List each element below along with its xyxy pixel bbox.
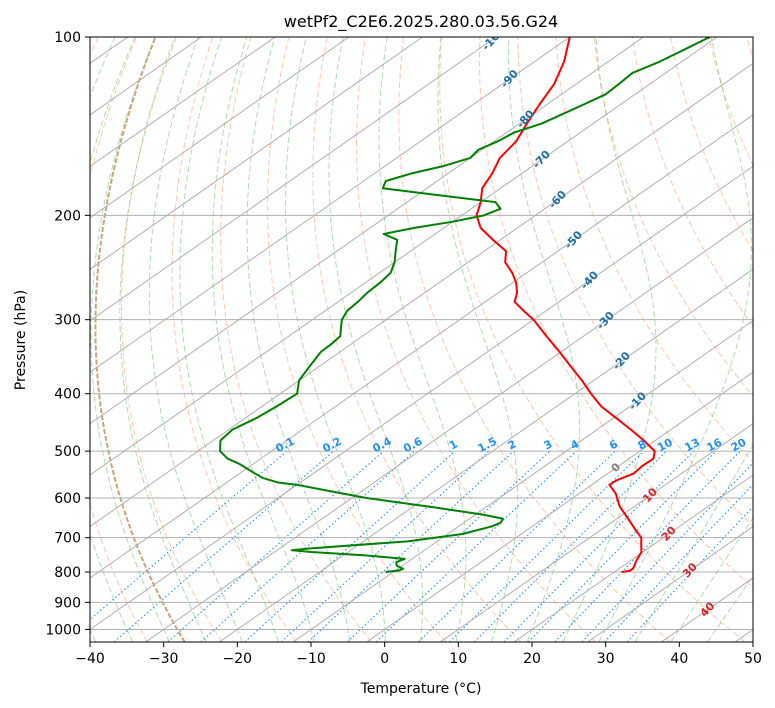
moist-adiabat-line <box>119 37 207 642</box>
mixing-ratio-label: 13 <box>682 436 702 455</box>
mixing-ratio-line <box>603 483 753 642</box>
y-tick-label: 300 <box>54 313 81 329</box>
moist-adiabat-line <box>507 37 581 642</box>
y-tick-label: 200 <box>54 208 81 224</box>
isotherm-line <box>90 37 644 425</box>
moist-adiabat-line <box>437 37 518 642</box>
mixing-ratio-label: 10 <box>655 436 675 455</box>
isotherm-line <box>90 37 718 476</box>
isotherm-line <box>219 268 753 642</box>
ccl-arc <box>94 37 186 642</box>
dry-adiabat-line <box>312 37 522 642</box>
dry-adiabat-line <box>267 37 447 642</box>
moist-adiabat-line <box>179 37 279 642</box>
y-tick-label: 400 <box>54 387 81 403</box>
x-axis-title: Temperature (°C) <box>360 681 482 697</box>
dry-adiabat-line <box>478 37 753 589</box>
x-axis: −40 −30 −20 −10 0 10 20 30 40 50 <box>75 642 762 667</box>
moist-adiabat-line <box>634 443 753 642</box>
isotherm-line <box>366 371 753 642</box>
dry-adiabat-line <box>631 37 753 328</box>
x-tick-label: −30 <box>149 651 179 667</box>
moist-adiabat-line <box>90 37 170 642</box>
mixing-ratio-line <box>473 450 667 642</box>
mixing-ratio-label: 20 <box>729 436 749 455</box>
mixing-ratio-line <box>554 450 741 642</box>
sounding-series <box>219 37 711 574</box>
y-tick-label: 600 <box>54 491 81 507</box>
moist-adiabat-line <box>670 516 753 642</box>
isobar-gridlines <box>90 37 753 630</box>
dry-adiabat-line <box>398 37 671 642</box>
dry-adiabat-line <box>517 37 753 527</box>
y-tick-label: 900 <box>54 595 81 611</box>
moist-adiabat-line <box>246 37 351 642</box>
moist-adiabat-line <box>378 37 467 642</box>
dry-adiabat-line <box>356 37 596 642</box>
moist-adiabat-line <box>148 37 243 642</box>
isotherm-line <box>440 422 753 642</box>
isotherm-line <box>90 37 423 270</box>
dewpoint-line <box>219 37 711 574</box>
x-tick-label: 50 <box>744 651 762 667</box>
reference-adiabat <box>94 37 186 642</box>
y-tick-label: 100 <box>54 30 81 46</box>
dry-adiabat-line <box>90 37 148 642</box>
x-tick-label: −20 <box>223 651 253 667</box>
mixing-ratio-line <box>200 450 415 642</box>
dry-adiabat-line <box>120 37 223 642</box>
x-tick-label: −40 <box>75 651 105 667</box>
x-tick-label: 30 <box>597 651 615 667</box>
isotherm-line <box>90 165 753 631</box>
mixing-ratio-label: 16 <box>705 436 725 455</box>
y-axis: 100 200 300 400 500 600 700 800 900 1000 <box>45 30 90 638</box>
isotherm-line <box>90 37 571 373</box>
y-tick-label: 700 <box>54 531 81 547</box>
mixing-ratio-line <box>527 450 717 642</box>
mixing-ratio-line <box>90 450 288 621</box>
mixing-ratio-line <box>346 450 551 642</box>
moist-adiabat-line <box>90 37 136 642</box>
x-tick-label: 20 <box>523 651 541 667</box>
x-tick-label: 0 <box>380 651 389 667</box>
isotherm-line <box>587 525 753 642</box>
isotherm-gridlines <box>90 37 753 642</box>
isotherm-line <box>145 217 753 642</box>
mixing-ratio-line <box>307 450 515 642</box>
dry-adiabat-line <box>593 37 753 397</box>
plot-frame <box>89 36 754 643</box>
isotherm-line <box>90 62 753 528</box>
isotherm-line <box>292 320 753 642</box>
y-tick-label: 500 <box>54 444 81 460</box>
temperature-line <box>475 37 656 574</box>
moist-adiabat-line <box>328 37 423 642</box>
isotherm-line <box>90 37 276 167</box>
moist-adiabats <box>90 37 753 642</box>
y-axis-title: Pressure (hPa) <box>13 290 29 390</box>
y-tick-label: 1000 <box>45 622 81 638</box>
dry-adiabat-line <box>220 37 372 642</box>
isotherm-line <box>90 37 497 322</box>
mixing-ratio-line <box>503 450 695 642</box>
dry-adiabat-line <box>555 37 753 463</box>
x-tick-label: −10 <box>296 651 326 667</box>
dry-adiabat-line <box>171 37 298 642</box>
x-tick-label: 40 <box>670 651 688 667</box>
isotherm-line <box>90 37 350 219</box>
moist-adiabat-line <box>211 37 315 642</box>
moist-adiabat-line <box>562 37 657 642</box>
x-tick-label: 10 <box>449 651 467 667</box>
moist-adiabat-line <box>285 37 386 642</box>
isotherm-line <box>513 474 753 642</box>
mixing-ratio-line <box>581 462 753 642</box>
mixing-ratio-line <box>375 450 577 642</box>
y-tick-label: 800 <box>54 565 81 581</box>
chart-title: wetPf2_C2E6.2025.280.03.56.G24 <box>284 12 558 32</box>
mixing-ratio-line <box>449 450 645 642</box>
isotherm-line <box>90 114 753 579</box>
